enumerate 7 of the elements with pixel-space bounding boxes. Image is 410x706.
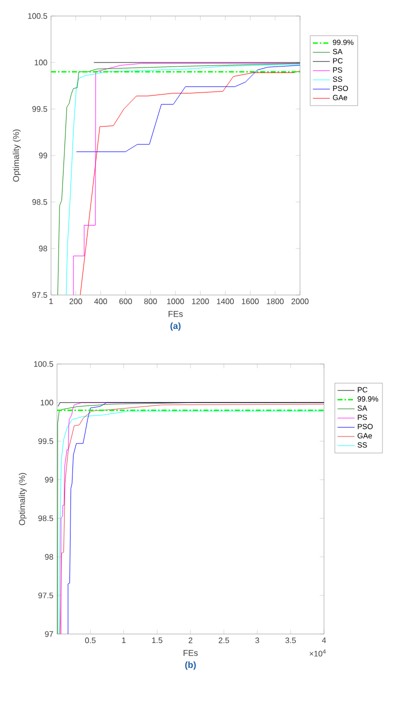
- line-series: [76, 65, 300, 152]
- y-axis-title: Optimality (%): [18, 472, 27, 526]
- text: (b): [185, 661, 196, 670]
- text: (a): [170, 322, 181, 331]
- y-axis-title: Optimality (%): [12, 129, 21, 182]
- x-axis-title: FEs: [184, 650, 198, 656]
- x-axis-title: FEs: [168, 311, 183, 317]
